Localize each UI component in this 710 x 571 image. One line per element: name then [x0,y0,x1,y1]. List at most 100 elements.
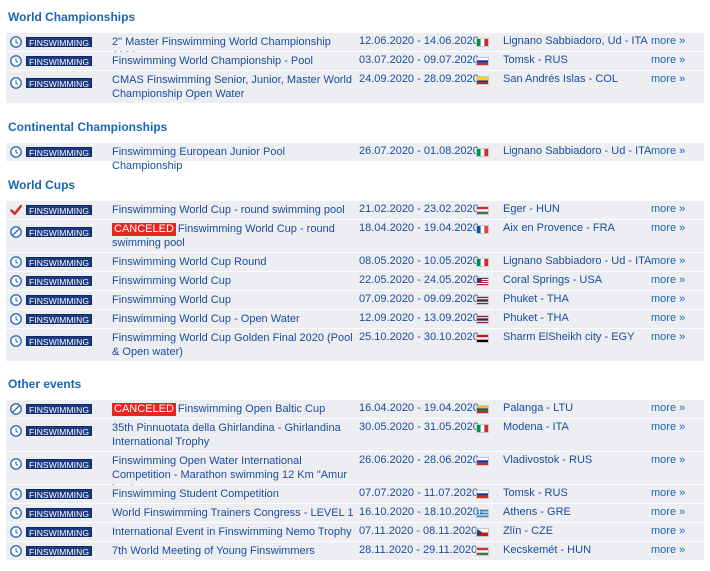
clock-icon [10,146,22,158]
event-row: FINSWIMMING Finswimming World Cup - round… [6,201,704,219]
event-row: FINSWIMMING Finswimming World Cup Golden … [6,329,704,361]
event-name-link[interactable]: CMAS Finswimming Senior, Junior, Master … [112,73,358,101]
category-badge: FINSWIMMING [26,508,92,518]
event-location: Coral Springs - USA [503,274,603,286]
more-link[interactable]: more » [651,312,686,324]
event-location: Zlín - CZE [503,525,554,537]
event-dates: 07.07.2020 - 11.07.2020 [359,487,479,499]
clock-icon [10,313,22,325]
event-name-link[interactable]: 7th World Meeting of Young Finswimmers [112,544,358,558]
more-link[interactable]: more » [651,293,686,305]
clock-icon [10,458,22,470]
more-link[interactable]: more » [651,487,686,499]
more-link[interactable]: more » [651,54,686,66]
flag-ru-icon [476,490,489,499]
event-row: FINSWIMMING CANCELED Finswimming World Cup… [6,220,704,252]
more-link[interactable]: more » [651,73,686,85]
more-link[interactable]: more » [651,255,686,267]
event-name-text: Finswimming World Cup [112,294,231,306]
more-link[interactable]: more » [651,331,686,343]
event-location: Athens - GRE [503,506,571,518]
more-link[interactable]: more » [651,222,686,234]
event-dates: 22.05.2020 - 24.05.2020 [359,274,479,286]
category-badge: FINSWIMMING [26,426,92,436]
canceled-icon [10,403,22,415]
event-location: Modena - ITA [503,421,569,433]
category-badge: FINSWIMMING [26,336,92,346]
event-name-link[interactable]: CANCELED Finswimming Open Baltic Cup [112,402,358,416]
clock-icon [10,36,22,48]
category-badge: FINSWIMMING [26,78,92,88]
category-badge: FINSWIMMING [26,276,92,286]
event-location: Lignano Sabbiadoro - Ud - ITA [503,255,652,267]
flag-gr-icon [476,509,489,518]
canceled-icon [10,226,22,238]
more-link[interactable]: more » [651,544,686,556]
event-row: FINSWIMMING CANCELED Finswimming Open Balt… [6,400,704,418]
flag-hu-icon [476,206,489,215]
more-link[interactable]: more » [651,35,686,47]
category-badge: FINSWIMMING [26,205,92,215]
clock-icon [10,545,22,557]
more-link[interactable]: more » [651,525,686,537]
event-row: FINSWIMMING Finswimming European Junior P… [6,143,704,172]
event-dates: 07.11.2020 - 08.11.2020 [359,525,478,537]
clock-icon [10,77,22,89]
event-name-link[interactable]: Finswimming World Championship - Pool [112,54,358,68]
event-dates: 21.02.2020 - 23.02.2020 [359,203,479,215]
event-row: FINSWIMMING Finswimming Open Water Intern… [6,452,704,495]
event-name-text: International Event in Finswimming Nemo … [112,526,352,538]
event-name-link[interactable]: Finswimming World Cup [112,274,358,288]
flag-us-icon [476,277,489,286]
event-name-link[interactable]: Finswimming World Cup - round swimming p… [112,203,358,217]
event-row: FINSWIMMING Finswimming World Cup Round 08… [6,253,704,271]
event-location: Kecskemét - HUN [503,544,592,556]
flag-ru-icon [476,57,489,66]
event-location: San Andrés Islas - COL [503,73,618,85]
clock-icon [10,526,22,538]
flag-co-icon [476,76,489,85]
event-name-link[interactable]: International Event in Finswimming Nemo … [112,525,358,539]
event-name-text: Finswimming World Cup Golden Final 2020 … [112,332,353,358]
flag-it-icon [476,148,489,157]
event-name-link[interactable]: Finswimming World Cup [112,293,358,307]
event-name-link[interactable]: 35th Pinnuotata della Ghirlandina - Ghir… [112,421,358,449]
event-location: Lignano Sabbiadoro, Ud - ITA [503,35,648,47]
more-link[interactable]: more » [651,402,686,414]
event-row: FINSWIMMING Finswimming World Cup - Open … [6,310,704,328]
event-dates: 08.05.2020 - 10.05.2020 [359,255,479,267]
clock-icon [10,294,22,306]
event-name-link[interactable]: CANCELED Finswimming World Cup - round sw… [112,222,358,250]
clock-icon [10,507,22,519]
event-name-link[interactable]: Finswimming World Cup - Open Water [112,312,358,326]
more-link[interactable]: more » [651,506,686,518]
event-location: Tomsk - RUS [503,54,568,66]
flag-hu-icon [476,547,489,556]
more-link[interactable]: more » [651,421,686,433]
category-badge: FINSWIMMING [26,404,92,414]
event-name-text: Finswimming European Junior Pool Champio… [112,146,286,172]
clock-icon [10,488,22,500]
flag-th-icon [476,315,489,324]
event-name-link[interactable]: Finswimming World Cup Golden Final 2020 … [112,331,358,359]
category-badge: FINSWIMMING [26,459,92,469]
event-name-link[interactable]: World Finswimming Trainers Congress - LE… [112,506,358,520]
more-link[interactable]: more » [651,203,686,215]
flag-fr-icon [476,225,489,234]
more-link[interactable]: more » [651,454,686,466]
event-row: FINSWIMMING World Finswimming Trainers Co… [6,504,704,522]
clock-icon [10,275,22,287]
event-name-link[interactable]: Finswimming Student Competition [112,487,358,501]
category-badge: FINSWIMMING [26,489,92,499]
event-location: Palanga - LTU [503,402,574,414]
event-row: FINSWIMMING Finswimming World Cup 07.09.20… [6,291,704,309]
flag-it-icon [476,258,489,267]
event-row: FINSWIMMING 7th World Meeting of Young Fi… [6,542,704,560]
more-link[interactable]: more » [651,274,686,286]
event-name-link[interactable]: Finswimming World Cup Round [112,255,358,269]
more-link[interactable]: more » [651,145,686,157]
event-location: Lignano Sabbiadoro - Ud - ITA [503,145,652,157]
event-name-link[interactable]: Finswimming European Junior Pool Champio… [112,145,358,173]
category-badge: FINSWIMMING [26,257,92,267]
event-dates: 26.07.2020 - 01.08.2020 [359,145,479,157]
